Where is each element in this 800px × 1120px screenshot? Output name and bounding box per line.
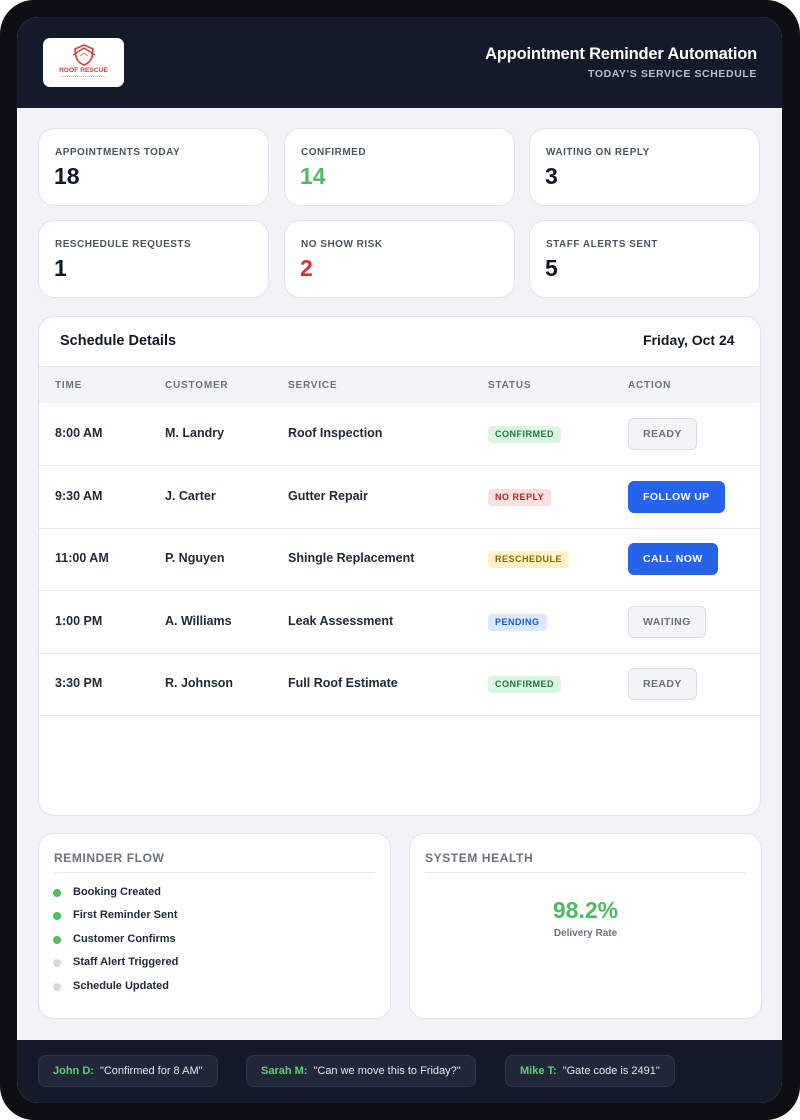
- waiting-button[interactable]: WAITING: [628, 606, 706, 638]
- status-dot-icon: [53, 889, 61, 897]
- table-row: 11:00 AM P. Nguyen Shingle Replacement R…: [39, 528, 760, 591]
- row-time: 1:00 PM: [55, 614, 103, 628]
- logo-tagline-line: [61, 76, 106, 78]
- message-sender: Mike T:: [520, 1065, 557, 1077]
- logo-wordmark: ROOF RESCUE: [59, 67, 108, 74]
- roof-shield-icon: [72, 44, 96, 66]
- stat-value: 18: [54, 163, 80, 189]
- status-badge: PENDING: [488, 614, 547, 631]
- status-dot-icon: [53, 983, 61, 991]
- stat-label: WAITING ON REPLY: [546, 147, 650, 158]
- status-dot-icon: [53, 936, 61, 944]
- schedule-title: Schedule Details: [60, 333, 177, 349]
- stat-card-reschedule-requests: RESCHEDULE REQUESTS 1: [38, 220, 269, 298]
- call-now-button[interactable]: CALL NOW: [628, 543, 718, 575]
- row-customer: P. Nguyen: [165, 551, 225, 565]
- message-chip[interactable]: John D: "Confirmed for 8 AM": [38, 1055, 218, 1087]
- row-service: Full Roof Estimate: [288, 676, 398, 690]
- delivery-rate-label: Delivery Rate: [553, 928, 618, 939]
- status-dot-icon: [53, 959, 61, 967]
- system-health-panel: SYSTEM HEALTH 98.2% Delivery Rate: [409, 833, 762, 1019]
- row-customer: A. Williams: [165, 614, 232, 628]
- follow-up-button[interactable]: FOLLOW UP: [628, 481, 725, 513]
- row-service: Leak Assessment: [288, 614, 394, 628]
- row-customer: J. Carter: [165, 489, 216, 503]
- stat-label: CONFIRMED: [301, 147, 367, 158]
- header-bar: ROOF RESCUE Appointment Reminder Automat…: [17, 17, 782, 108]
- message-chip[interactable]: Mike T: "Gate code is 2491": [505, 1055, 675, 1087]
- table-row: 8:00 AM M. Landry Roof Inspection CONFIR…: [39, 403, 760, 466]
- schedule-date: Friday, Oct 24: [643, 332, 735, 348]
- message-sender: John D:: [53, 1065, 94, 1077]
- table-row: 3:30 PM R. Johnson Full Roof Estimate CO…: [39, 653, 760, 716]
- reminder-flow-panel: REMINDER FLOW Booking Created First Remi…: [38, 833, 391, 1019]
- ready-button[interactable]: READY: [628, 418, 697, 450]
- row-service: Roof Inspection: [288, 426, 383, 440]
- stat-card-staff-alerts-sent: STAFF ALERTS SENT 5: [529, 220, 760, 298]
- row-time: 3:30 PM: [55, 676, 103, 690]
- column-header-time: TIME: [55, 380, 83, 391]
- delivery-rate-value: 98.2%: [552, 897, 619, 923]
- stat-label: STAFF ALERTS SENT: [546, 239, 658, 250]
- flow-step-label: Booking Created: [73, 886, 162, 898]
- flow-step-label: Staff Alert Triggered: [73, 956, 179, 968]
- schedule-panel: Schedule Details Friday, Oct 24 TIME CUS…: [38, 316, 761, 816]
- stat-card-waiting-on-reply: WAITING ON REPLY 3: [529, 128, 760, 206]
- stat-label: RESCHEDULE REQUESTS: [55, 239, 192, 250]
- stat-card-confirmed: CONFIRMED 14: [284, 128, 515, 206]
- flow-step-label: Schedule Updated: [73, 980, 169, 992]
- column-header-action: ACTION: [628, 380, 672, 391]
- status-badge: RESCHEDULE: [488, 551, 570, 568]
- message-text: "Confirmed for 8 AM": [99, 1065, 203, 1077]
- page-title: Appointment Reminder Automation: [485, 45, 757, 63]
- table-row: 1:00 PM A. Williams Leak Assessment PEND…: [39, 591, 760, 654]
- system-health-title: SYSTEM HEALTH: [425, 851, 534, 865]
- stat-label: APPOINTMENTS TODAY: [55, 147, 181, 158]
- message-text: "Can we move this to Friday?": [313, 1065, 461, 1077]
- stat-card-no-show-risk: NO SHOW RISK 2: [284, 220, 515, 298]
- message-strip: John D: "Confirmed for 8 AM" Sarah M: "Can…: [17, 1040, 782, 1103]
- reminder-flow-title: REMINDER FLOW: [54, 851, 165, 865]
- stat-value: 2: [300, 255, 313, 281]
- stat-value: 5: [545, 255, 558, 281]
- row-time: 9:30 AM: [55, 489, 103, 503]
- column-header-customer: CUSTOMER: [165, 380, 229, 391]
- row-customer: R. Johnson: [165, 676, 234, 690]
- table-header: TIME CUSTOMER SERVICE STATUS ACTION: [39, 366, 760, 403]
- row-time: 11:00 AM: [55, 551, 109, 565]
- status-badge: CONFIRMED: [488, 426, 561, 443]
- column-header-service: SERVICE: [288, 380, 338, 391]
- flow-step-label: First Reminder Sent: [73, 909, 178, 921]
- table-row: 9:30 AM J. Carter Gutter Repair NO REPLY…: [39, 466, 760, 529]
- flow-step-label: Customer Confirms: [73, 933, 176, 945]
- row-service: Shingle Replacement: [288, 551, 415, 565]
- status-badge: NO REPLY: [488, 489, 552, 506]
- divider: [54, 872, 375, 873]
- status-badge: CONFIRMED: [488, 676, 561, 693]
- row-time: 8:00 AM: [55, 426, 103, 440]
- stat-label: NO SHOW RISK: [301, 239, 383, 250]
- divider: [425, 872, 746, 873]
- ready-button[interactable]: READY: [628, 668, 697, 700]
- page-subtitle: TODAY'S SERVICE SCHEDULE: [588, 68, 757, 80]
- message-sender: Sarah M:: [261, 1065, 308, 1077]
- stat-value: 14: [300, 163, 326, 189]
- message-text: "Gate code is 2491": [562, 1065, 660, 1077]
- column-header-status: STATUS: [488, 380, 532, 391]
- stat-card-appointments-today: APPOINTMENTS TODAY 18: [38, 128, 269, 206]
- row-service: Gutter Repair: [288, 489, 368, 503]
- message-chip[interactable]: Sarah M: "Can we move this to Friday?": [246, 1055, 476, 1087]
- row-customer: M. Landry: [165, 426, 225, 440]
- stat-value: 1: [54, 255, 67, 281]
- stat-value: 3: [545, 163, 558, 189]
- company-logo: ROOF RESCUE: [43, 38, 124, 87]
- status-dot-icon: [53, 912, 61, 920]
- screen: ROOF RESCUE Appointment Reminder Automat…: [17, 17, 782, 1103]
